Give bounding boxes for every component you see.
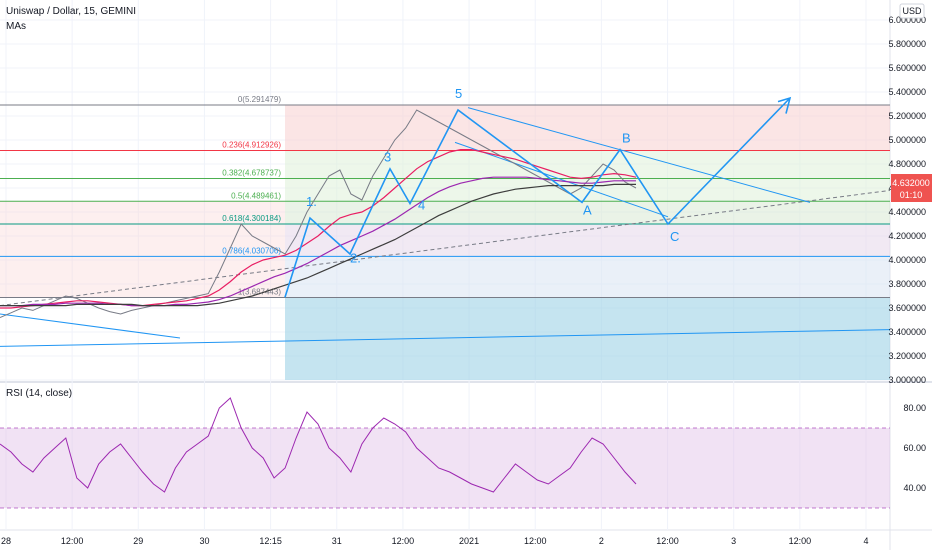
price-axis-label: 4.000000 <box>888 255 926 265</box>
projection-arrowhead <box>777 96 792 114</box>
wave-label: A <box>583 202 592 217</box>
fib-level-label: 0.786(4.030706) <box>222 246 281 255</box>
rsi-line <box>0 397 637 493</box>
time-axis-label: 2021 <box>459 536 479 546</box>
price-axis-label: 5.600000 <box>888 63 926 73</box>
wave-label: 3 <box>384 150 391 165</box>
trend-lines[interactable] <box>0 107 891 347</box>
time-axis-label: 3 <box>731 536 736 546</box>
wave-label: 2. <box>350 250 361 265</box>
elliott-wave-path <box>284 97 791 298</box>
fib-zone <box>285 201 890 224</box>
price-axis-label: 3.000000 <box>888 375 926 385</box>
time-axis-label: 28 <box>1 536 11 546</box>
left-trend-line <box>0 313 181 339</box>
time-axis-label: 2 <box>599 536 604 546</box>
price-axis-label: 5.800000 <box>888 39 926 49</box>
fib-level-label: 0(5.291479) <box>238 95 281 104</box>
fib-level-label: 0.5(4.489461) <box>231 191 281 200</box>
fib-zone <box>285 256 890 298</box>
ma-series-line <box>0 183 636 307</box>
price-axis-label: 4.400000 <box>888 207 926 217</box>
support-trend-line <box>0 329 891 347</box>
current-price-badge <box>891 174 932 202</box>
ma-series-line <box>0 109 637 319</box>
rsi-band <box>0 428 890 508</box>
price-axis-label: 5.400000 <box>888 87 926 97</box>
price-axis-label: 4.800000 <box>888 159 926 169</box>
fib-level-label: 1(3.687443) <box>238 288 281 297</box>
fib-extension-zone <box>285 297 890 380</box>
fib-zone <box>285 105 890 151</box>
bar-countdown: 01:10 <box>900 190 923 200</box>
wave-label: 5 <box>455 86 462 101</box>
fib-zone <box>285 223 890 257</box>
time-axis-label: 12:00 <box>392 536 415 546</box>
rsi-axis-label: 60.00 <box>903 443 926 453</box>
price-axis-label: 4.200000 <box>888 231 926 241</box>
time-axis-label: 12:00 <box>61 536 84 546</box>
time-axis-label: 30 <box>199 536 209 546</box>
dashed-trend-line <box>0 189 891 307</box>
time-axis-label: 12:15 <box>259 536 282 546</box>
fib-level-label: 0.382(4.678737) <box>222 169 281 178</box>
price-axis-label: 3.600000 <box>888 303 926 313</box>
time-axis-label: 4 <box>863 536 868 546</box>
axes: 6.000000 5.800000 5.600000 5.400000 5.200000… <box>1 15 926 546</box>
moving-average-series <box>0 109 637 319</box>
time-axis-label: 31 <box>332 536 342 546</box>
price-axis-label: 6.000000 <box>888 15 926 25</box>
price-axis-label: 3.800000 <box>888 279 926 289</box>
time-axis-label: 29 <box>133 536 143 546</box>
current-price-label: 4.632000 <box>892 178 930 188</box>
price-axis-label: 5.200000 <box>888 111 926 121</box>
time-axis-label: 12:00 <box>656 536 679 546</box>
fib-left-zone <box>0 201 285 298</box>
time-axis-label: 12:00 <box>524 536 547 546</box>
rsi-indicator <box>0 397 890 509</box>
rsi-title[interactable]: RSI (14, close) <box>6 388 72 399</box>
wave-label: 1. <box>306 194 317 209</box>
fib-level-label: 0.618(4.300184) <box>222 214 281 223</box>
currency-label: USD <box>902 6 922 16</box>
wave-label: B <box>622 130 631 145</box>
wave-label: 4 <box>418 198 425 213</box>
currency-badge[interactable] <box>899 3 925 19</box>
price-axis-label: 5.000000 <box>888 135 926 145</box>
price-axis-label: 3.400000 <box>888 327 926 337</box>
wave-label: C <box>670 229 679 244</box>
fib-zone <box>285 150 890 179</box>
channel-upper-line <box>467 107 811 203</box>
time-axis-label: 12:00 <box>789 536 812 546</box>
rsi-pane[interactable] <box>0 384 890 530</box>
fibonacci-retracement[interactable]: 0(5.291479) 0.236(4.912926) 0.382(4.678737… <box>0 95 890 380</box>
price-axis-label: 3.200000 <box>888 351 926 361</box>
indicator-title[interactable]: MAs <box>6 21 26 32</box>
rsi-axis-label: 80.00 <box>903 403 926 413</box>
channel-lower-line <box>454 141 669 218</box>
fib-level-label: 0.236(4.912926) <box>222 140 281 149</box>
symbol-title[interactable]: Uniswap / Dollar, 15, GEMINI <box>6 6 136 17</box>
fib-zone <box>285 178 890 202</box>
elliott-wave-drawing[interactable]: 1. 2. 3 4 5 A B C <box>284 86 792 298</box>
rsi-axis-label: 40.00 <box>903 483 926 493</box>
